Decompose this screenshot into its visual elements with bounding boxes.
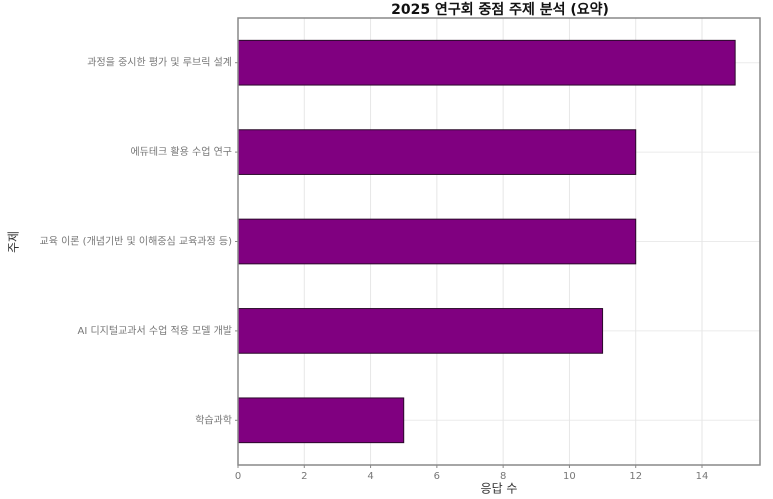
x-tick-label: 12: [629, 471, 642, 482]
x-tick-label: 14: [696, 471, 709, 482]
bar: [237, 308, 604, 354]
plot-border: [237, 17, 761, 466]
x-tick-label: 4: [367, 471, 373, 482]
x-axis-title: 응답 수: [481, 482, 518, 496]
chart-title: 2025 연구회 중점 주제 분석 (요약): [391, 1, 609, 18]
x-tick-label: 2: [301, 471, 307, 482]
bar: [237, 129, 637, 175]
y-tick-label: 에듀테크 활용 수업 연구: [130, 145, 232, 158]
y-tick-label: 교육 이론 (개념기반 및 이해중심 교육과정 등): [40, 235, 233, 248]
bar: [237, 218, 637, 265]
y-axis-title: 주제: [7, 231, 21, 253]
y-tick-label: 학습과학: [195, 414, 232, 426]
y-tick-label: AI 디지털교과서 수업 적용 모델 개발: [78, 324, 232, 337]
y-tick-label: 과정을 중시한 평가 및 루브릭 설계: [87, 57, 232, 69]
x-tick-label: 8: [500, 471, 506, 482]
bar: [237, 397, 405, 444]
x-tick-label: 0: [235, 471, 241, 482]
x-tick-label: 10: [563, 471, 576, 482]
bar: [237, 39, 736, 86]
x-tick-label: 6: [434, 471, 440, 482]
